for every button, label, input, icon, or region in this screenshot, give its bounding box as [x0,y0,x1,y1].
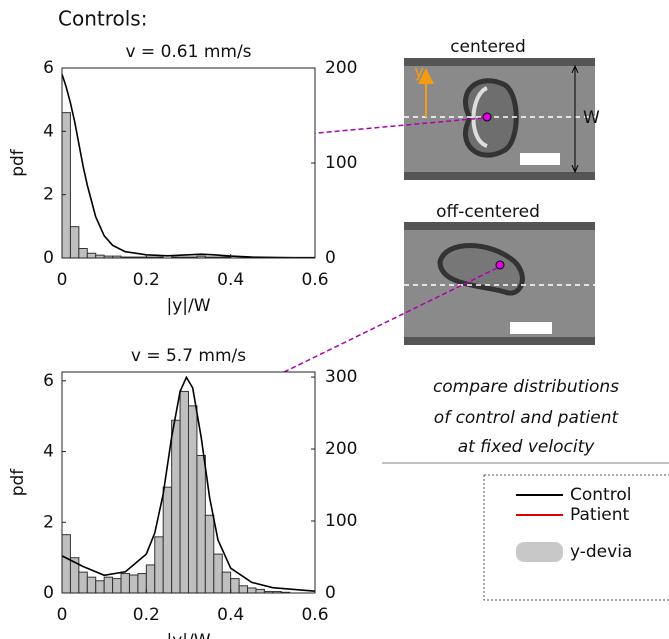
histogram-bar [86,252,97,259]
histogram-bar [247,587,257,594]
histogram-bar [204,514,215,594]
dimension-label: W [583,108,600,128]
y2-tick-label: 300 [325,367,357,387]
histogram-bar [86,576,97,594]
histogram-bar [221,571,232,594]
note-line: of control and patient [434,408,620,428]
histogram-bar [213,553,223,594]
y2-tick-label: 100 [325,511,357,531]
y-tick-label: 2 [43,185,54,205]
histogram-bar [61,534,71,594]
histogram-bar [112,578,122,594]
y-tick-label: 2 [43,512,54,532]
histogram-bar [188,405,198,594]
x-tick-label: 0 [57,270,68,290]
x-tick-label: 0.2 [133,270,160,290]
histogram-bar [69,226,80,259]
histogram-bar [120,573,130,594]
histogram-bar [230,578,240,594]
y-tick-label: 4 [43,121,54,141]
legend-label: Patient [570,505,630,525]
histogram-bar [128,574,139,594]
x-axis-label: |y|/W [166,296,210,316]
y-tick-label: 4 [43,442,54,462]
x-tick-label: 0.6 [301,270,328,290]
y-tick-label: 6 [43,58,54,78]
histogram-bar [137,573,147,594]
plot-area [62,68,315,258]
y2-tick-label: 200 [325,58,357,78]
y2-tick-label: 0 [325,248,336,268]
y-axis-label: pdf [8,148,28,177]
legend-label: Control [570,485,631,505]
x-tick-label: 0.2 [133,605,160,625]
histogram-bar [171,419,181,594]
chart-title: v = 5.7 mm/s [131,346,246,366]
histogram-bar [162,486,173,594]
note-line: at fixed velocity [458,437,596,457]
y2-tick-label: 0 [325,583,336,603]
histogram-bar [154,536,164,594]
x-tick-label: 0.6 [301,605,328,625]
histogram-bar [78,248,88,259]
micrograph [404,222,595,345]
image-label: centered [450,37,526,57]
y-tick-label: 0 [43,248,54,268]
legend [483,474,669,601]
y-tick-label: 0 [43,583,54,603]
histogram-bar [95,580,105,594]
histogram-bar [255,588,265,594]
chart-title: v = 0.61 mm/s [125,42,251,62]
x-tick-label: 0.4 [217,270,244,290]
axis-label: y [414,62,424,82]
header: Controls: [58,7,147,31]
y2-tick-label: 200 [325,439,357,459]
legend-swatch [516,542,563,562]
histogram-bar [179,390,189,594]
histogram-bar [103,576,114,594]
micrograph [404,58,595,180]
histogram-bar [145,564,156,594]
pdf-curve [61,74,315,259]
histogram-bar [196,455,206,594]
x-tick-label: 0.4 [217,605,244,625]
x-axis-label: |y|/W [166,631,210,639]
y2-tick-label: 100 [325,153,357,173]
histogram-bar [238,585,249,594]
histogram-bar [61,112,71,259]
plot-frame [61,371,316,594]
image-label: off-centered [436,202,540,222]
pdf-curve [61,375,316,592]
legend-label: y-devia [570,542,632,562]
y-tick-label: 6 [43,371,54,391]
histogram-bar [78,571,88,594]
x-tick-label: 0 [57,605,68,625]
note-line: compare distributions [433,377,619,397]
y-axis-label: pdf [8,468,28,497]
